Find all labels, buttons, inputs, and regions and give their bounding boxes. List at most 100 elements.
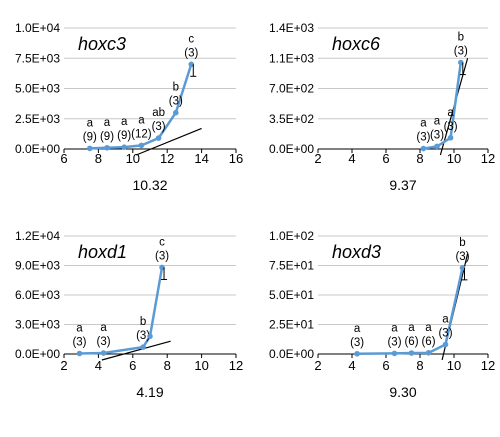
x-tick-label: 2 <box>314 151 321 166</box>
significance-letter: a <box>408 322 415 334</box>
significance-letter: a <box>447 107 454 119</box>
data-point <box>155 135 162 141</box>
x-tick-label: 8 <box>95 151 102 166</box>
data-point <box>121 144 127 150</box>
sample-size-label: (3) <box>350 337 364 349</box>
x-tick-label: 10 <box>447 151 461 166</box>
y-tick-label: 1.1E+03 <box>269 51 314 65</box>
significance-letter: a <box>138 114 145 126</box>
data-point <box>138 142 145 149</box>
y-tick-label: 1.0E+02 <box>269 229 314 243</box>
data-point <box>140 344 146 350</box>
data-point <box>159 264 165 271</box>
sample-size-label: (3) <box>155 250 169 262</box>
data-point <box>408 350 415 356</box>
data-point <box>104 144 110 151</box>
x-tick-label: 4 <box>348 358 355 373</box>
sample-size-label: (6) <box>404 336 418 348</box>
sample-size-label: (9) <box>83 131 97 143</box>
sample-size-label: (9) <box>117 130 131 142</box>
sample-size-label: (3) <box>169 96 183 108</box>
sample-size-label: (3) <box>152 121 166 133</box>
x-tick-label: 6 <box>60 151 67 166</box>
series-line <box>357 267 464 356</box>
y-tick-label: 0.0E+00 <box>269 142 314 156</box>
y-tick-label: 7.0E+02 <box>269 82 314 96</box>
y-tick-label: 5.0E+01 <box>269 288 314 302</box>
data-point <box>87 145 93 152</box>
data-point <box>354 350 360 357</box>
significance-letter: a <box>420 118 427 130</box>
data-point <box>173 109 179 116</box>
chart-panel-4: 0.0E+00 2.5E+01 5.0E+01 7.5E+01 1.0E+02 2 4 6 8 1… <box>269 229 495 400</box>
data-point <box>434 143 440 150</box>
y-tick-label: 0.0E+00 <box>15 347 60 361</box>
chart-title: hoxc6 <box>332 34 381 54</box>
y-tick-label: 2.5E+03 <box>15 112 60 126</box>
data-point <box>100 350 107 356</box>
x-tick-label: 4 <box>348 151 355 166</box>
threshold-value: 4.19 <box>136 384 163 400</box>
x-tick-label: 8 <box>416 358 423 373</box>
y-tick-label: 1.0E+04 <box>15 21 60 35</box>
data-point <box>188 61 195 68</box>
x-tick-label: 8 <box>164 358 171 373</box>
sample-size-label: (3) <box>416 132 430 144</box>
x-tick-label: 12 <box>481 358 495 373</box>
x-tick-label: 12 <box>160 151 174 166</box>
data-point <box>420 145 427 152</box>
x-tick-label: 6 <box>382 358 389 373</box>
series-line <box>423 62 463 150</box>
sample-size-label: (3) <box>438 328 452 340</box>
threshold-value: 10.32 <box>132 177 167 193</box>
sample-size-label: (12) <box>131 128 152 140</box>
y-tick-label: 0.0E+00 <box>269 347 314 361</box>
data-point <box>76 350 83 357</box>
significance-letter: b <box>173 82 179 94</box>
y-tick-label: 1.2E+04 <box>15 229 60 243</box>
y-tick-label: 7.5E+03 <box>15 51 60 65</box>
x-tick-label: 6 <box>382 151 389 166</box>
sample-size-label: (9) <box>100 131 114 143</box>
threshold-value: 9.30 <box>389 384 416 400</box>
chart-panel-1: 0.0E+00 2.5E+03 5.0E+03 7.5E+03 1.0E+04 6 8 10 1… <box>15 21 243 193</box>
sample-size-label: (3) <box>136 330 150 342</box>
significance-letter: a <box>100 322 107 334</box>
x-tick-label: 12 <box>229 358 243 373</box>
y-tick-label: 3.5E+02 <box>269 112 314 126</box>
data-point <box>459 265 466 271</box>
significance-letter: a <box>425 322 432 334</box>
sample-size-label: (3) <box>72 337 86 349</box>
significance-letter: a <box>434 115 441 127</box>
y-tick-label: 0.0E+00 <box>15 142 60 156</box>
chart-panel-2: 0.0E+00 3.5E+02 7.0E+02 1.1E+03 1.4E+03 2 4 6 8 1… <box>269 21 495 193</box>
data-point <box>447 134 454 141</box>
data-point <box>147 333 153 340</box>
x-tick-label: 14 <box>194 151 208 166</box>
sample-size-label: (3) <box>184 47 198 59</box>
x-tick-label: 10 <box>126 151 140 166</box>
y-tick-label: 1.4E+03 <box>269 21 314 35</box>
y-tick-label: 5.0E+03 <box>15 82 60 96</box>
significance-letter: a <box>391 322 398 334</box>
sample-size-label: (3) <box>454 46 468 58</box>
x-tick-label: 8 <box>416 151 423 166</box>
sample-size-label: (3) <box>387 336 401 348</box>
x-tick-label: 2 <box>60 358 67 373</box>
sample-size-label: (3) <box>97 336 111 348</box>
significance-letter: ab <box>152 107 165 119</box>
y-tick-label: 9.0E+03 <box>15 259 60 273</box>
x-tick-label: 2 <box>314 358 321 373</box>
sample-size-label: (3) <box>455 251 469 263</box>
threshold-value: 9.37 <box>389 177 416 193</box>
significance-letter: c <box>159 236 165 248</box>
data-point <box>442 341 449 348</box>
significance-letter: a <box>354 323 361 335</box>
sample-size-label: (6) <box>421 336 435 348</box>
x-tick-label: 10 <box>194 358 208 373</box>
chart-title: hoxd1 <box>78 242 127 262</box>
y-tick-label: 3.0E+03 <box>15 318 60 332</box>
y-tick-label: 7.5E+01 <box>269 259 314 273</box>
sample-size-label: (3) <box>430 129 444 141</box>
chart-title: hoxc3 <box>78 34 126 54</box>
